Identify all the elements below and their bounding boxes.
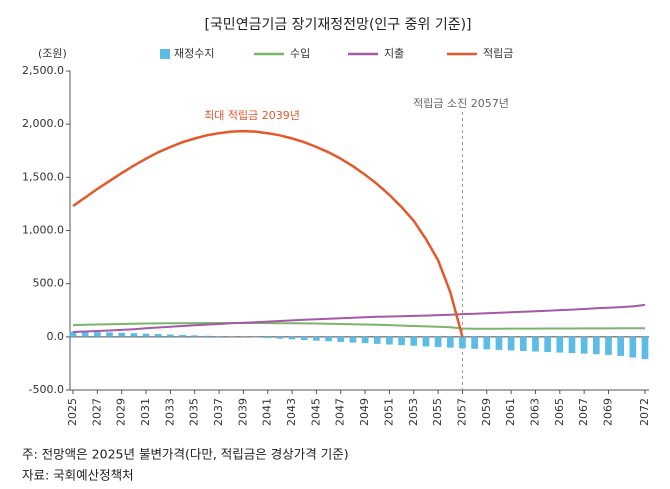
y-tick-label: 2,500.0: [22, 64, 64, 77]
bar: [69, 331, 77, 337]
legend-label: 적립금: [483, 47, 513, 60]
x-tick-label: 2047: [334, 398, 347, 426]
chart-title: [국민연금기금 장기재정전망(인구 중위 기준)]: [204, 17, 471, 33]
bar: [264, 336, 272, 339]
legend-swatch: [160, 49, 170, 59]
bar: [361, 336, 369, 344]
bar: [179, 334, 186, 337]
bar: [556, 336, 564, 353]
x-tick-label: 2049: [358, 398, 371, 426]
x-tick-label: 2072: [638, 398, 651, 426]
x-tick-label: 2035: [188, 398, 201, 426]
bar: [118, 332, 126, 337]
x-tick-label: 2069: [601, 398, 614, 426]
x-tick-label: 2051: [382, 398, 395, 426]
bar: [617, 336, 625, 356]
legend-label: 수입: [290, 47, 310, 60]
bar: [507, 336, 515, 351]
bar: [410, 336, 418, 346]
y-tick-label: 500.0: [33, 277, 65, 290]
bar: [386, 336, 393, 345]
y-tick-label: 2,000.0: [22, 117, 64, 130]
x-tick-label: 2061: [504, 398, 517, 426]
bar: [605, 336, 612, 355]
bar: [154, 334, 162, 337]
y-unit: (조원): [38, 47, 67, 60]
bar: [276, 336, 284, 339]
x-tick-label: 2043: [285, 398, 298, 426]
bar: [422, 336, 430, 347]
bar: [519, 336, 527, 351]
x-tick-label: 2033: [163, 398, 176, 426]
bar: [93, 332, 101, 337]
bar: [325, 336, 332, 342]
bar: [434, 336, 442, 348]
bar: [337, 336, 345, 342]
bar: [568, 336, 576, 354]
x-tick-label: 2055: [431, 398, 444, 426]
bar: [373, 336, 381, 344]
x-tick-label: 2031: [139, 398, 152, 426]
x-tick-label: 2039: [236, 398, 249, 426]
bar: [629, 336, 637, 358]
bar: [544, 336, 551, 353]
footnote: 주: 전망액은 2025년 불변가격(다만, 적립금은 경상가격 기준): [22, 447, 349, 462]
bar: [446, 336, 454, 348]
bar: [167, 334, 174, 337]
line: [72, 129, 464, 338]
bar: [300, 336, 308, 341]
x-tick-label: 2041: [261, 398, 274, 426]
bar: [641, 336, 649, 360]
legend-label: 지출: [384, 47, 404, 60]
bar: [203, 335, 211, 337]
bar: [532, 336, 539, 352]
bar: [580, 336, 588, 354]
x-tick-label: 2063: [528, 398, 541, 426]
annotation: 최대 적립금 2039년: [204, 109, 300, 122]
bar: [471, 336, 478, 349]
bar: [130, 333, 138, 337]
y-tick-label: -500.0: [29, 383, 64, 396]
line: [72, 303, 646, 333]
bar: [142, 333, 150, 337]
bar: [252, 336, 259, 338]
annotation: 적립금 소진 2057년: [413, 97, 509, 110]
x-tick-label: 2053: [407, 398, 420, 426]
y-tick-label: 1,500.0: [22, 170, 64, 183]
bar: [459, 336, 466, 349]
legend-label: 재정수지: [174, 47, 214, 60]
bar: [191, 335, 199, 337]
x-tick-label: 2067: [577, 398, 590, 426]
y-tick-label: 0.0: [47, 330, 65, 343]
x-tick-label: 2027: [90, 398, 103, 426]
bar: [398, 336, 405, 346]
bar: [349, 336, 357, 343]
x-tick-label: 2025: [66, 398, 79, 426]
x-tick-label: 2059: [480, 398, 493, 426]
x-tick-label: 2065: [553, 398, 566, 426]
bar: [288, 336, 296, 340]
bar: [106, 332, 113, 337]
x-tick-label: 2037: [212, 398, 225, 426]
y-tick-label: 1,000.0: [22, 224, 64, 237]
bar: [483, 336, 491, 350]
x-tick-label: 2057: [455, 398, 468, 426]
line: [72, 322, 645, 330]
bar: [313, 336, 320, 341]
bar: [81, 331, 89, 337]
bar: [495, 336, 503, 350]
bar: [215, 336, 223, 337]
x-tick-label: 2029: [115, 398, 128, 426]
x-tick-label: 2045: [309, 398, 322, 426]
bar: [592, 336, 600, 355]
footnote: 자료: 국회예산정책처: [22, 468, 134, 483]
